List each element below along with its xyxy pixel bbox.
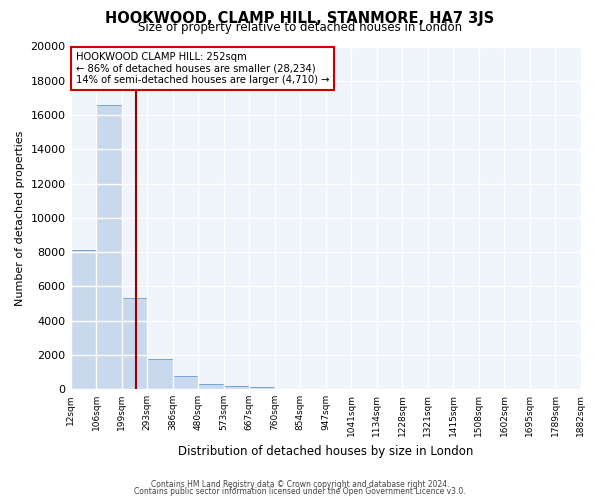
Text: Contains public sector information licensed under the Open Government Licence v3: Contains public sector information licen… — [134, 487, 466, 496]
Bar — [173, 376, 198, 389]
Bar — [71, 250, 96, 389]
Bar — [198, 384, 224, 389]
X-axis label: Distribution of detached houses by size in London: Distribution of detached houses by size … — [178, 444, 473, 458]
Bar — [122, 298, 147, 389]
Text: Contains HM Land Registry data © Crown copyright and database right 2024.: Contains HM Land Registry data © Crown c… — [151, 480, 449, 489]
Bar — [147, 359, 173, 389]
Text: HOOKWOOD CLAMP HILL: 252sqm
← 86% of detached houses are smaller (28,234)
14% of: HOOKWOOD CLAMP HILL: 252sqm ← 86% of det… — [76, 52, 329, 85]
Bar — [249, 386, 275, 389]
Bar — [224, 386, 249, 389]
Text: HOOKWOOD, CLAMP HILL, STANMORE, HA7 3JS: HOOKWOOD, CLAMP HILL, STANMORE, HA7 3JS — [106, 11, 494, 26]
Bar — [96, 105, 122, 389]
Y-axis label: Number of detached properties: Number of detached properties — [15, 130, 25, 306]
Text: Size of property relative to detached houses in London: Size of property relative to detached ho… — [138, 21, 462, 34]
